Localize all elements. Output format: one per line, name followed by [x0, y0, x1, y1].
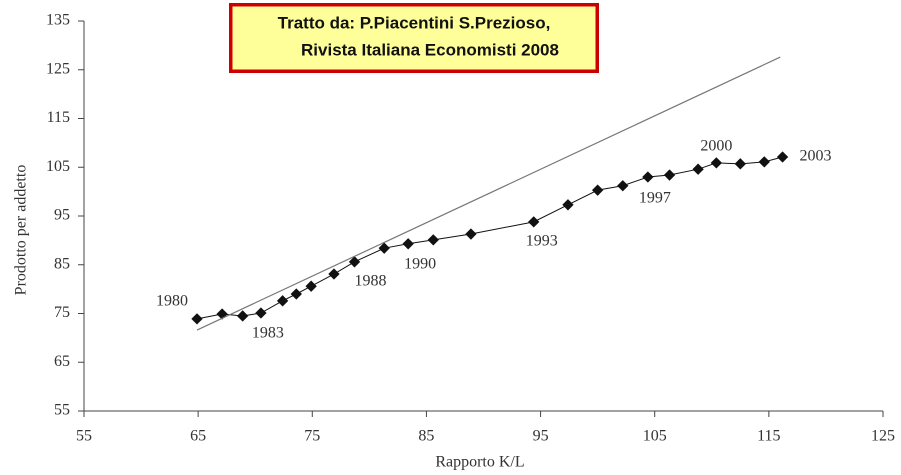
y-tick-label: 65 — [54, 353, 70, 370]
x-tick-label: 95 — [533, 428, 549, 445]
data-point — [255, 307, 267, 319]
data-point — [617, 180, 629, 192]
data-point — [328, 268, 340, 280]
point-label: 2003 — [800, 148, 832, 165]
data-point — [710, 157, 723, 169]
data-point — [734, 158, 746, 170]
point-label: 1997 — [639, 190, 671, 207]
x-tick-label: 105 — [643, 428, 667, 445]
y-tick-label: 135 — [46, 12, 70, 29]
data-point — [378, 242, 390, 254]
data-point — [237, 310, 249, 322]
point-label: 1988 — [355, 272, 387, 289]
data-point — [642, 171, 654, 183]
data-point — [663, 169, 676, 181]
x-tick-label: 115 — [757, 428, 780, 445]
data-point — [305, 280, 317, 292]
reference-line — [196, 56, 781, 331]
data-point — [191, 313, 203, 325]
annotation-line: Tratto da: P.Piacentini S.Prezioso, — [278, 13, 551, 32]
x-tick-label: 55 — [76, 428, 92, 445]
x-tick-label: 75 — [304, 428, 320, 445]
point-label: 2000 — [700, 138, 732, 155]
point-label: 1983 — [252, 325, 284, 342]
y-axis-label: Prodotto per addetto — [13, 165, 30, 296]
data-point — [528, 216, 540, 228]
x-tick-label: 125 — [871, 428, 895, 445]
data-point — [276, 295, 289, 307]
x-tick-label: 85 — [418, 428, 434, 445]
y-tick-label: 55 — [54, 402, 70, 419]
annotation-line: Rivista Italiana Economisti 2008 — [301, 40, 559, 59]
data-point — [348, 256, 361, 268]
point-label: 1980 — [156, 293, 188, 310]
data-point — [776, 151, 789, 163]
data-line — [196, 156, 783, 320]
data-point — [591, 184, 604, 196]
y-tick-label: 105 — [46, 158, 70, 175]
y-tick-label: 95 — [54, 207, 70, 224]
data-point — [758, 156, 770, 168]
data-point — [290, 288, 302, 300]
annotation-box — [231, 5, 597, 71]
data-point — [692, 163, 704, 175]
y-tick-label: 85 — [54, 255, 70, 272]
x-tick-label: 65 — [190, 428, 206, 445]
y-tick-label: 75 — [54, 304, 70, 321]
point-label: 1990 — [404, 255, 436, 272]
data-point — [427, 234, 439, 246]
y-tick-label: 115 — [47, 109, 70, 126]
data-point — [562, 199, 574, 211]
data-point — [402, 238, 414, 250]
point-label: 1993 — [526, 233, 558, 250]
data-point — [465, 228, 477, 240]
x-axis-label: Rapporto K/L — [435, 454, 524, 471]
y-tick-label: 125 — [46, 60, 70, 77]
